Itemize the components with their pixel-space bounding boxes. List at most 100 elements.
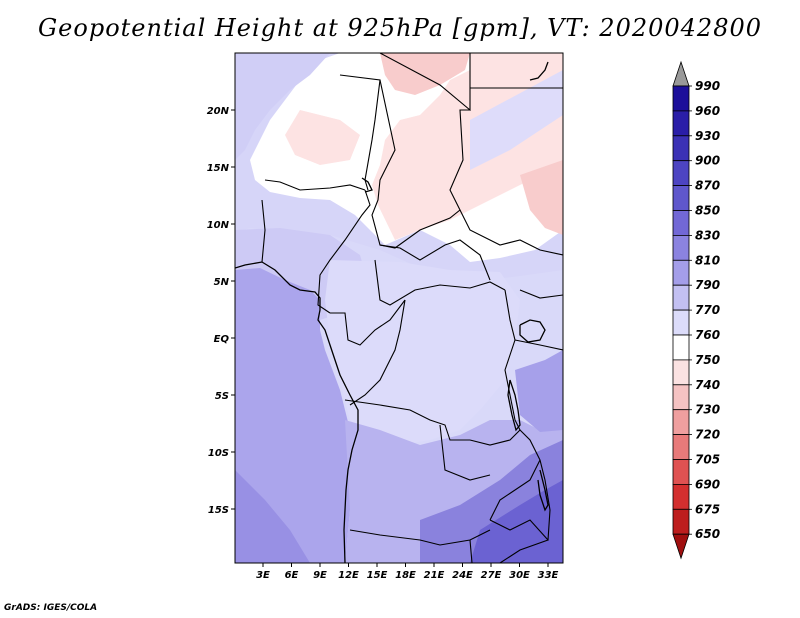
lon-tick-label: 9E <box>313 570 327 581</box>
border-zambia <box>469 429 541 521</box>
colorbar-swatch <box>672 434 690 460</box>
colorbar-label: 650 <box>695 527 720 541</box>
lat-tick-label: EQ <box>214 334 230 345</box>
field-pink-mid <box>285 110 360 165</box>
lon-tick-label: 15E <box>367 570 388 581</box>
longitude-axis: 3E 6E 9E 12E 15E 18E 21E 24E 27E 30E 33E <box>256 563 559 581</box>
field-southeast <box>470 480 563 563</box>
colorbar-swatch <box>672 85 690 112</box>
grads-credit: GrADS: IGES/COLA <box>4 603 98 613</box>
border-car-north <box>379 239 491 281</box>
colorbar-swatch <box>672 185 690 211</box>
colorbar-swatch <box>672 234 690 261</box>
lon-tick-label: 3E <box>256 570 270 581</box>
border-chad-sudan <box>371 79 470 249</box>
border-gabon-congo <box>330 299 406 346</box>
colorbar-swatch <box>672 409 690 436</box>
colorbar-swatch <box>672 508 690 535</box>
colorbar-label: 705 <box>695 453 720 467</box>
colorbar-label: 675 <box>695 502 720 516</box>
field-lavender-streak <box>470 70 563 170</box>
coast-lake-tanganyika <box>507 379 521 432</box>
lat-tick-label: 10S <box>208 448 229 459</box>
lon-tick-label: 12E <box>338 570 359 581</box>
coast-east-top <box>529 61 549 81</box>
field-sea <box>235 268 355 563</box>
colorbar-bottom-triangle <box>672 533 690 560</box>
lon-tick-label: 24E <box>452 570 473 581</box>
colorbar-swatch <box>672 384 690 411</box>
lat-tick-label: 20N <box>207 106 230 117</box>
field-pink-deep-east <box>520 160 563 235</box>
border-angola-south <box>349 529 491 546</box>
map-frame <box>234 52 564 564</box>
colorbar-label: 720 <box>695 428 720 442</box>
lon-tick-label: 33E <box>538 570 559 581</box>
field-pink-deep-top <box>380 53 470 95</box>
coast-lake-victoria <box>519 319 546 343</box>
colorbar-label: 740 <box>695 378 720 392</box>
colorbar-label: 690 <box>695 477 720 491</box>
colorbar-label: 810 <box>695 253 720 267</box>
border-tanzania <box>514 339 563 351</box>
colorbar-swatch <box>672 135 690 162</box>
colorbar-label: 830 <box>695 228 720 242</box>
colorbar-label: 960 <box>695 104 720 118</box>
border-libya-egypt <box>379 53 471 112</box>
border-nigeria-north <box>264 179 366 191</box>
colorbar-swatch <box>672 259 690 286</box>
colorbar-label: 790 <box>695 278 720 292</box>
colorbar-label: 870 <box>695 179 720 193</box>
border-zimbabwe <box>489 519 549 563</box>
coastline <box>235 61 549 563</box>
lat-tick-label: 15N <box>207 163 230 174</box>
colorbar-swatch <box>672 160 690 186</box>
coast-lake-chad <box>361 177 373 193</box>
latitude-axis: 20N 15N 10N 5N EQ 5S 10S 15S <box>207 106 235 516</box>
border-angola-east <box>439 424 491 481</box>
lon-tick-label: 6E <box>285 570 299 581</box>
border-congo-drc <box>349 299 406 406</box>
border-ethiopia-kenya <box>519 289 563 299</box>
colorbar: 990 960 930 900 870 850 830 810 790 770 760 750 740 7… <box>672 60 720 560</box>
colorbar-swatch <box>672 359 690 386</box>
border-drc-east <box>504 289 521 431</box>
lon-tick-label: 30E <box>509 570 530 581</box>
colorbar-label: 990 <box>695 79 720 93</box>
border-niger-chad <box>339 74 381 191</box>
field-sea-deep <box>235 470 310 563</box>
border-benin <box>261 199 266 263</box>
border-car-south <box>374 259 506 306</box>
chart-title: Geopotential Height at 925hPa [gpm], VT:… <box>38 14 762 42</box>
field-congo <box>325 260 520 445</box>
country-borders <box>261 53 563 563</box>
colorbar-swatch <box>672 284 690 311</box>
border-ssudan-east <box>459 209 563 256</box>
colorbar-label: 730 <box>695 403 720 417</box>
colorbar-swatch <box>672 483 690 510</box>
field-east-lake <box>515 350 563 432</box>
colorbar-swatch <box>672 110 690 137</box>
lat-tick-label: 5S <box>215 391 229 402</box>
colorbar-label: 750 <box>695 353 720 367</box>
lat-tick-label: 15S <box>208 505 229 516</box>
colorbar-label: 930 <box>695 129 720 143</box>
colorbar-swatch <box>672 210 690 236</box>
colorbar-swatch <box>672 309 690 336</box>
coast-west-africa <box>235 261 359 563</box>
lon-tick-label: 27E <box>481 570 502 581</box>
colorbar-swatch <box>672 459 690 485</box>
lat-tick-label: 5N <box>214 277 230 288</box>
lat-tick-label: 10N <box>207 220 230 231</box>
colorbar-label: 900 <box>695 154 720 168</box>
colorbar-label: 850 <box>695 204 720 218</box>
colorbar-label: 770 <box>695 303 720 317</box>
colorbar-top-triangle <box>672 60 690 87</box>
field-nw-lilac <box>235 53 330 160</box>
colorbar-label: 760 <box>695 328 720 342</box>
lon-tick-label: 18E <box>395 570 416 581</box>
colorbar-swatch <box>672 334 690 361</box>
border-angola-north <box>344 399 470 441</box>
coast-lake-malawi <box>537 469 549 512</box>
border-nigeria-cameroon <box>317 189 371 314</box>
